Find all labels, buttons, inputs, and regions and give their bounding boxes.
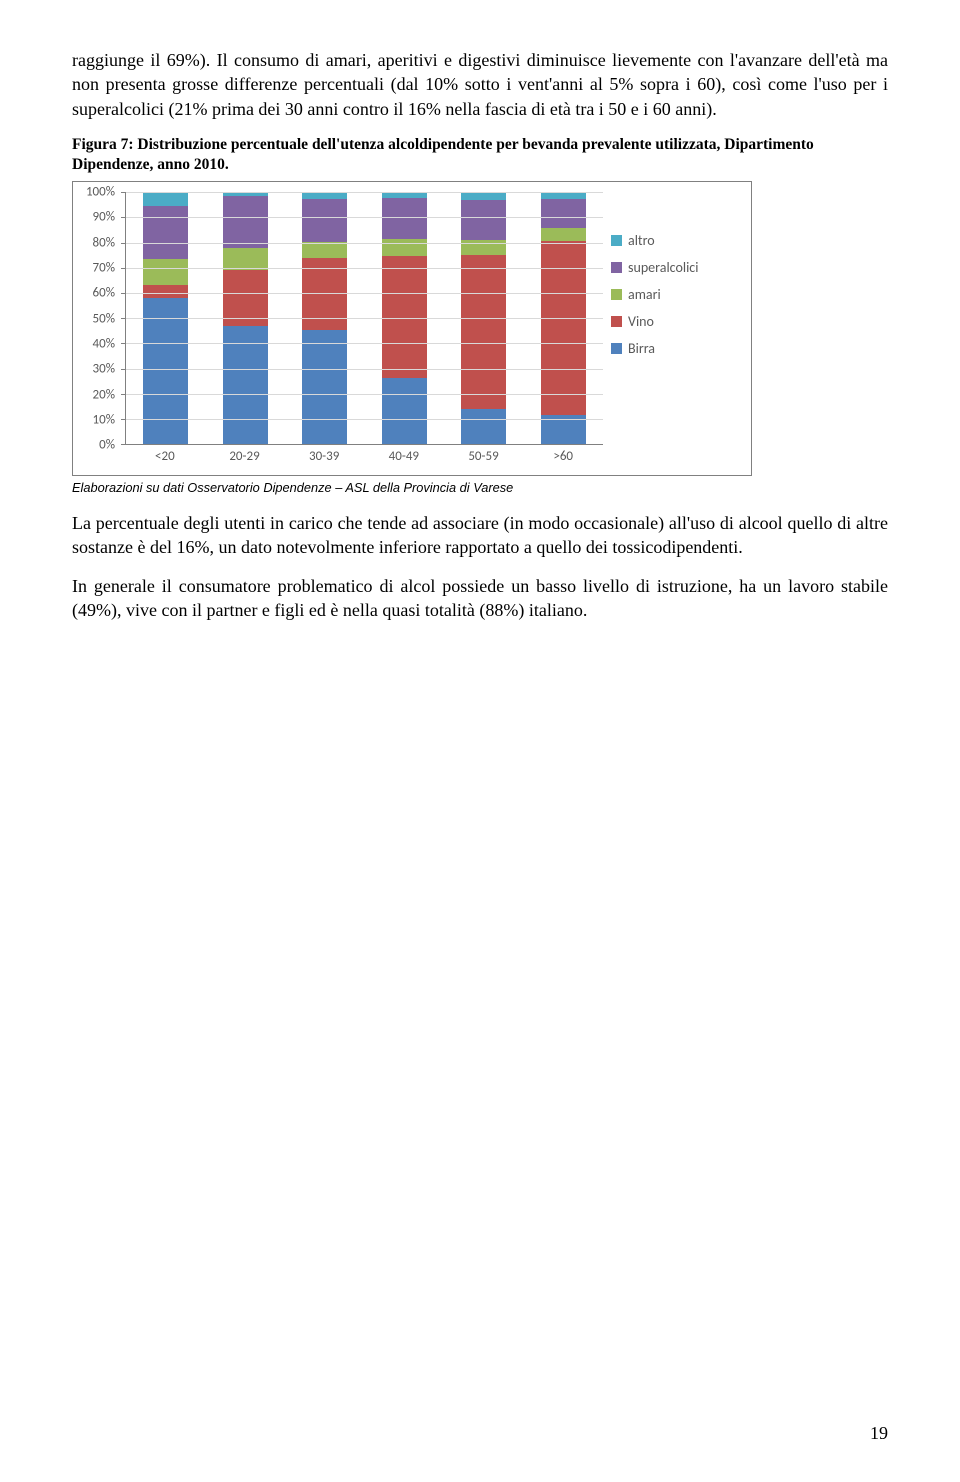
- bar-segment-birra: [143, 298, 188, 444]
- bar-segment-superalcolici: [302, 199, 347, 242]
- bar-segment-vino: [143, 285, 188, 298]
- bar-segment-altro: [302, 192, 347, 199]
- y-tick-label: 10%: [93, 412, 115, 427]
- bar-segment-amari: [143, 259, 188, 285]
- paragraph-2: La percentuale degli utenti in carico ch…: [72, 511, 888, 560]
- y-tick-label: 80%: [93, 235, 115, 250]
- chart-bars-area: [125, 192, 603, 445]
- chart-x-axis: <2020-2930-3940-4950-59>60: [125, 449, 603, 471]
- bar-segment-superalcolici: [223, 196, 268, 248]
- legend-label: altro: [628, 232, 655, 249]
- legend-label: amari: [628, 286, 661, 303]
- bar-segment-vino: [461, 255, 506, 409]
- legend-item: superalcolici: [611, 259, 751, 276]
- y-tick-label: 100%: [86, 185, 115, 200]
- bar-segment-superalcolici: [143, 206, 188, 259]
- y-tick: [121, 243, 126, 244]
- bar-segment-superalcolici: [461, 200, 506, 240]
- y-tick: [121, 192, 126, 193]
- chart-y-axis: 0%10%20%30%40%50%60%70%80%90%100%: [73, 192, 121, 445]
- bar-segment-birra: [382, 378, 427, 445]
- legend-item: Vino: [611, 313, 751, 330]
- legend-label: Birra: [628, 340, 655, 357]
- paragraph-1: raggiunge il 69%). Il consumo di amari, …: [72, 48, 888, 121]
- bar-segment-vino: [382, 256, 427, 378]
- gridline: [126, 217, 603, 218]
- y-tick: [121, 268, 126, 269]
- y-tick-label: 90%: [93, 210, 115, 225]
- paragraph-3: In generale il consumatore problematico …: [72, 574, 888, 623]
- x-tick-label: 50-59: [444, 449, 524, 471]
- legend-swatch: [611, 262, 622, 273]
- legend-swatch: [611, 235, 622, 246]
- bar-segment-vino: [302, 258, 347, 330]
- chart-plot-area: 0% 10% 20% 30% 40% 50% 60% 70% 80% 90% 100% <2020-…: [73, 182, 611, 475]
- bar-segment-amari: [302, 242, 347, 258]
- bar-segment-amari: [382, 239, 427, 256]
- gridline: [126, 394, 603, 395]
- y-tick-label: 40%: [93, 336, 115, 351]
- gridline: [126, 293, 603, 294]
- bar-segment-amari: [541, 228, 586, 241]
- gridline: [126, 419, 603, 420]
- bar-segment-birra: [302, 330, 347, 444]
- figure-7-chart: 0% 10% 20% 30% 40% 50% 60% 70% 80% 90% 100% <2020-…: [72, 181, 752, 476]
- chart-legend: altro superalcolici amari Vino Birra: [611, 182, 751, 475]
- gridline: [126, 318, 603, 319]
- x-tick-label: <20: [125, 449, 205, 471]
- legend-swatch: [611, 316, 622, 327]
- y-tick: [121, 318, 126, 319]
- y-tick: [121, 343, 126, 344]
- legend-label: Vino: [628, 313, 654, 330]
- y-tick-label: 20%: [93, 387, 115, 402]
- legend-label: superalcolici: [628, 259, 698, 276]
- x-tick-label: 30-39: [284, 449, 364, 471]
- x-tick-label: 20-29: [205, 449, 285, 471]
- legend-swatch: [611, 343, 622, 354]
- y-tick-label: 60%: [93, 286, 115, 301]
- y-tick: [121, 444, 126, 445]
- y-tick: [121, 293, 126, 294]
- bar-segment-superalcolici: [541, 199, 586, 228]
- chart-source-note: Elaborazioni su dati Osservatorio Dipend…: [72, 480, 888, 495]
- y-tick-label: 70%: [93, 261, 115, 276]
- bar-segment-altro: [143, 192, 188, 205]
- bar-segment-amari: [223, 248, 268, 270]
- y-tick-label: 50%: [93, 311, 115, 326]
- legend-item: altro: [611, 232, 751, 249]
- gridline: [126, 369, 603, 370]
- gridline: [126, 243, 603, 244]
- y-tick-label: 0%: [99, 438, 115, 453]
- y-tick: [121, 419, 126, 420]
- bar-segment-altro: [461, 192, 506, 200]
- x-tick-label: >60: [523, 449, 603, 471]
- y-tick-label: 30%: [93, 362, 115, 377]
- page-number: 19: [870, 1423, 888, 1444]
- y-tick: [121, 369, 126, 370]
- bar-segment-birra: [461, 409, 506, 444]
- x-tick-label: 40-49: [364, 449, 444, 471]
- y-tick: [121, 217, 126, 218]
- legend-item: amari: [611, 286, 751, 303]
- legend-item: Birra: [611, 340, 751, 357]
- gridline: [126, 268, 603, 269]
- y-tick: [121, 394, 126, 395]
- gridline: [126, 343, 603, 344]
- legend-swatch: [611, 289, 622, 300]
- figure-7-caption: Figura 7: Distribuzione percentuale dell…: [72, 135, 888, 175]
- gridline: [126, 192, 603, 193]
